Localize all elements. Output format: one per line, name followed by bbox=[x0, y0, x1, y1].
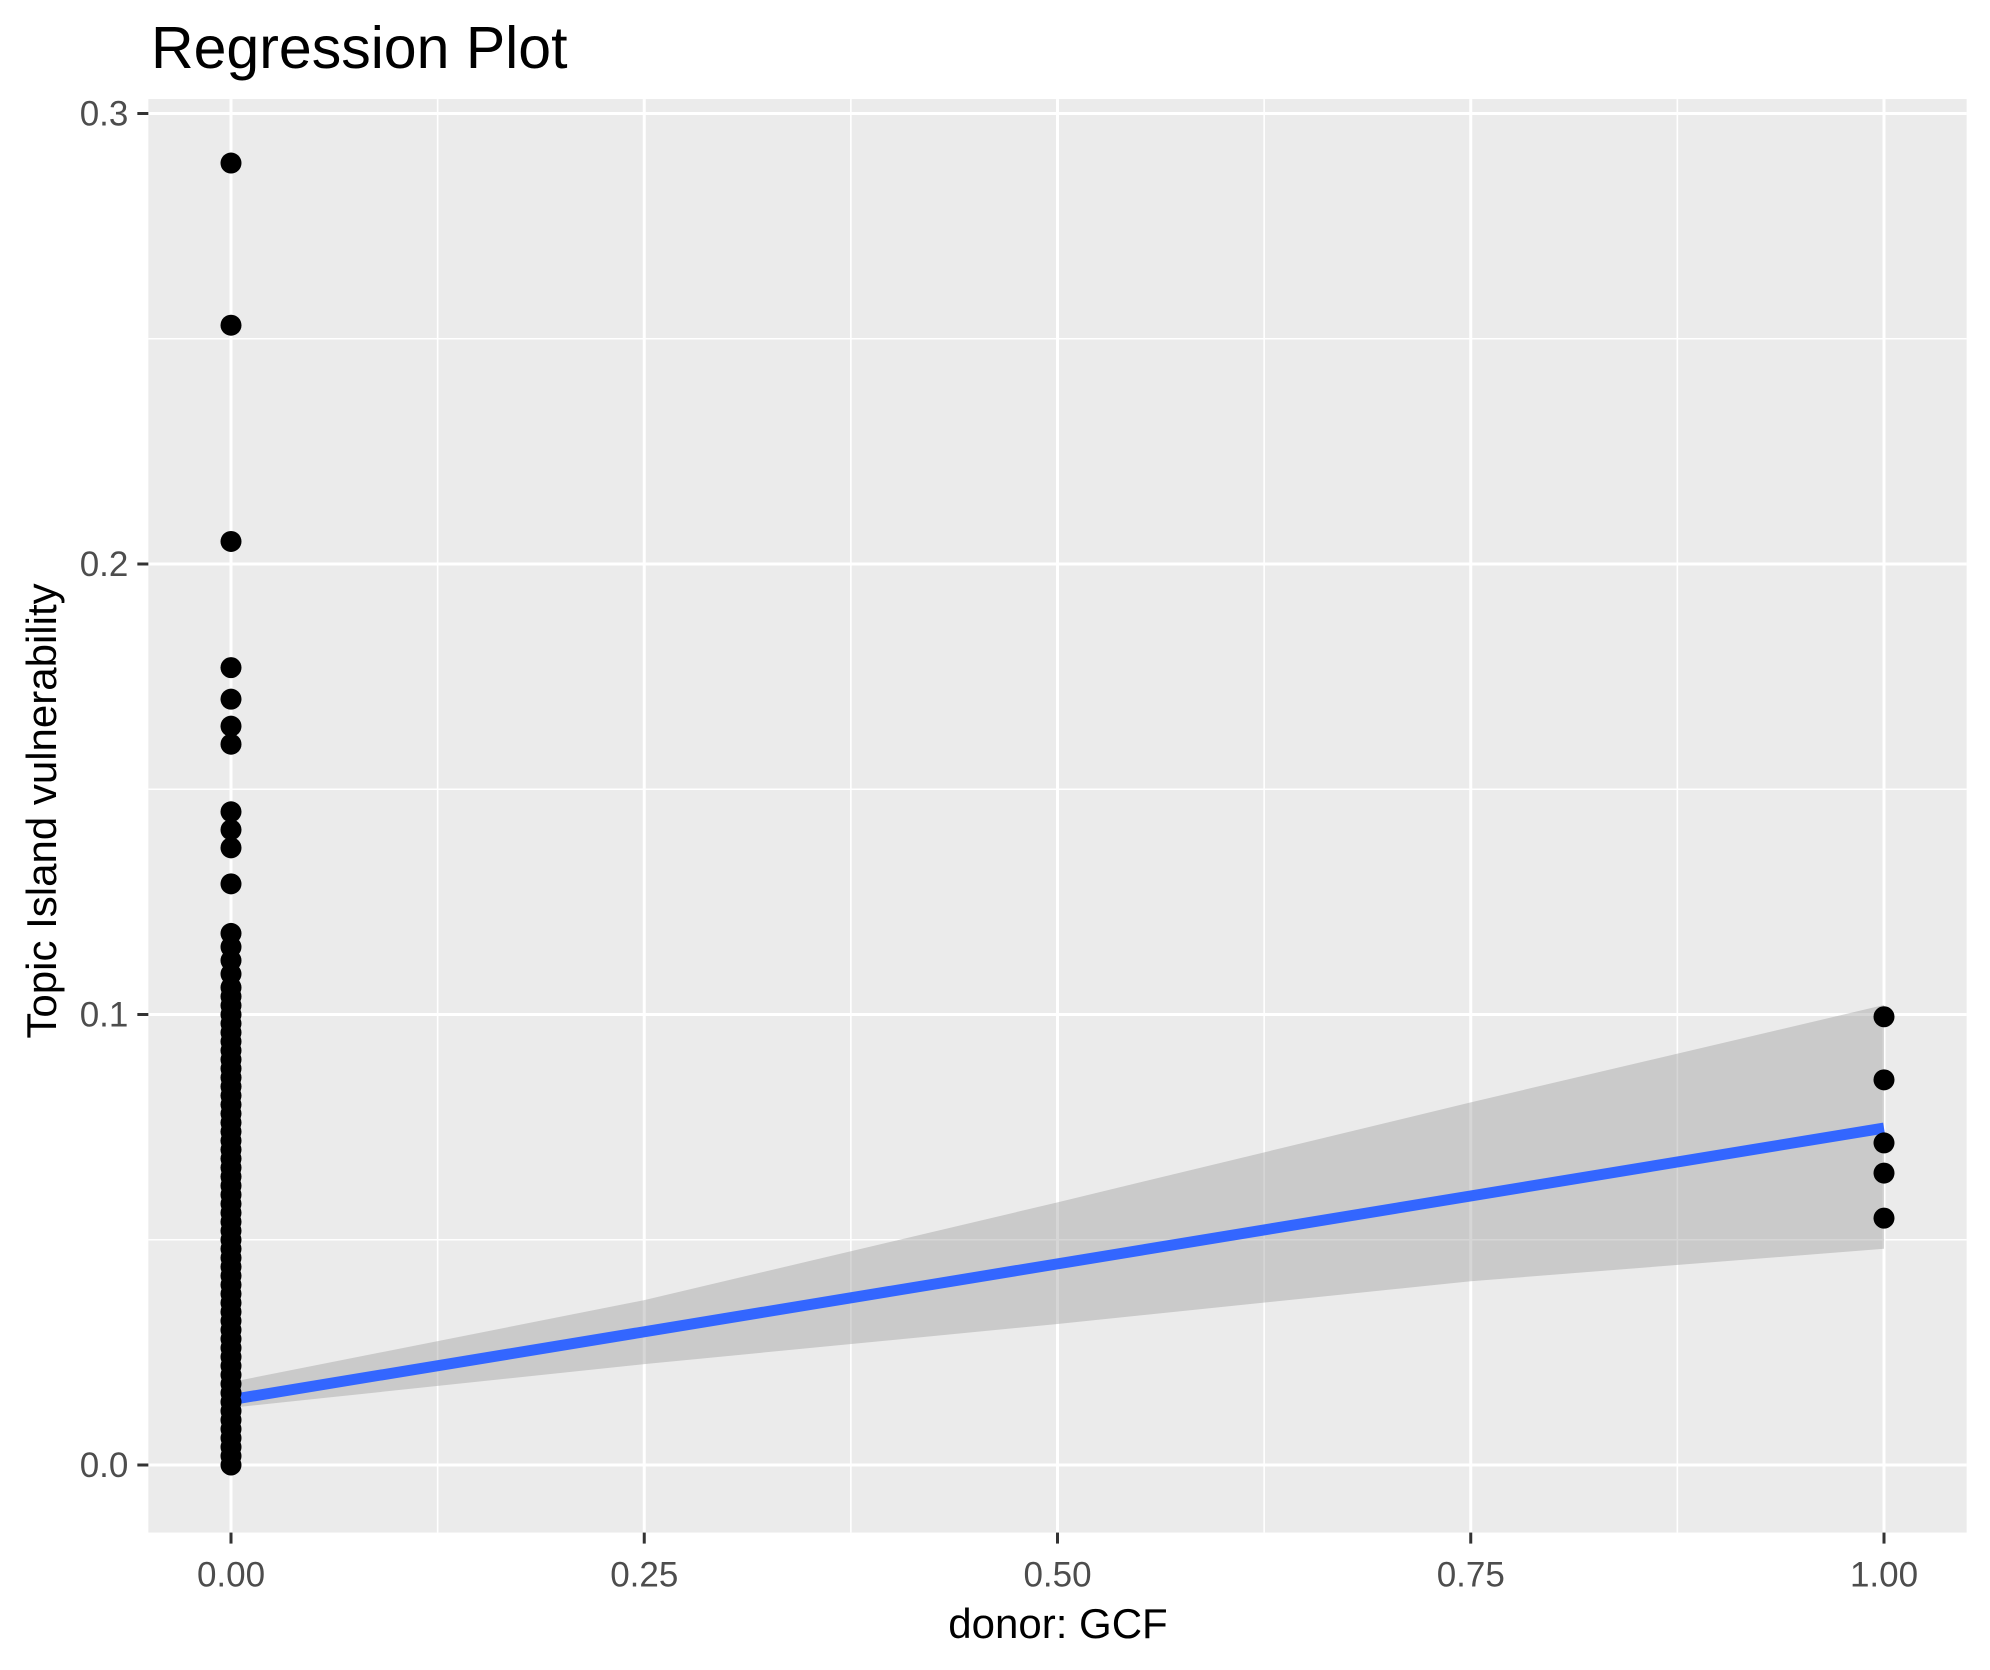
x-tick-label: 0.75 bbox=[1437, 1556, 1505, 1595]
regression-line bbox=[230, 1122, 1885, 1406]
y-tick-label: 0.0 bbox=[80, 1446, 129, 1485]
confidence-band bbox=[231, 1005, 1884, 1408]
data-point bbox=[220, 688, 242, 710]
x-tick-label: 0.25 bbox=[610, 1556, 678, 1595]
data-point bbox=[220, 715, 242, 737]
data-point bbox=[1873, 1132, 1895, 1154]
data-point bbox=[1873, 1006, 1895, 1028]
x-tick-label: 0.00 bbox=[197, 1556, 265, 1595]
y-tick-label: 0.1 bbox=[80, 996, 129, 1035]
data-point bbox=[1873, 1207, 1895, 1229]
data-point bbox=[1873, 1162, 1895, 1184]
data-point bbox=[220, 657, 242, 679]
data-point bbox=[220, 801, 242, 823]
x-tick-label: 0.50 bbox=[1023, 1556, 1091, 1595]
x-axis-title: donor: GCF bbox=[948, 1600, 1167, 1647]
x-tick-label: 1.00 bbox=[1850, 1556, 1918, 1595]
plot-title: Regression Plot bbox=[151, 15, 568, 81]
plot-layers: 0.00 0.25 0.50 0.75 1.00 0.0 0.1 0.2 0.3 bbox=[80, 95, 1967, 1595]
y-tick-label: 0.2 bbox=[80, 545, 129, 584]
data-point bbox=[220, 314, 242, 336]
data-point bbox=[220, 1454, 242, 1476]
data-point bbox=[220, 819, 242, 841]
data-point bbox=[220, 837, 242, 859]
data-point bbox=[220, 530, 242, 552]
y-axis-title: Topic Island vulnerability bbox=[18, 583, 65, 1038]
y-tick-label: 0.3 bbox=[80, 95, 129, 134]
data-point bbox=[220, 733, 242, 755]
data-point bbox=[220, 152, 242, 174]
data-point bbox=[220, 873, 242, 895]
data-point bbox=[1873, 1069, 1895, 1091]
